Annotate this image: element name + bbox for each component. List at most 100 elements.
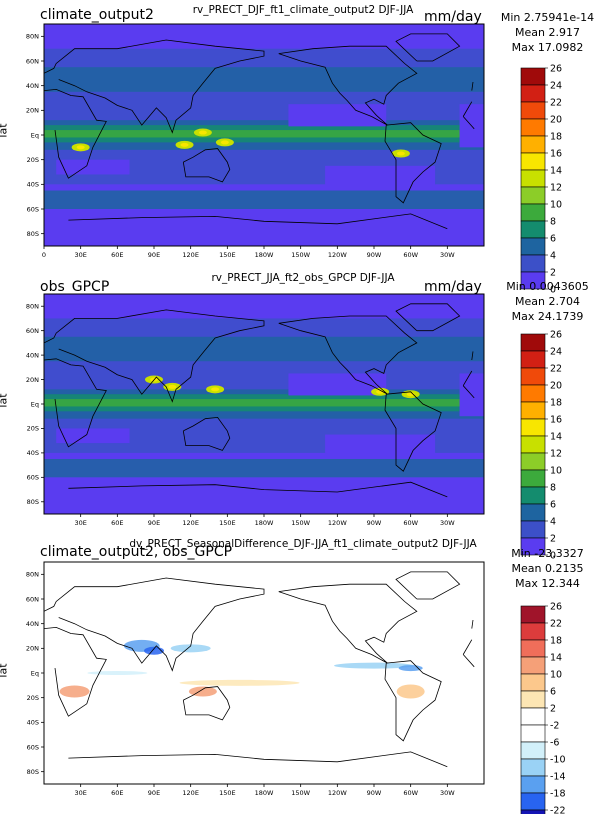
lon-tick-label: 90W <box>367 789 382 797</box>
lon-tick-label: 90W <box>367 519 382 527</box>
precip-max <box>168 384 177 389</box>
colorbar-label: 0 <box>550 551 556 562</box>
colorbar-swatch <box>520 333 546 352</box>
colorbar-label: 18 <box>550 398 562 409</box>
colorbar-swatch <box>520 622 546 641</box>
lon-tick-label: 30E <box>74 251 86 259</box>
colorbar-swatch <box>520 237 546 256</box>
coastline <box>68 213 448 230</box>
colorbar-label: 8 <box>550 483 556 494</box>
colorbar-label: -2 <box>550 721 559 732</box>
coastline <box>278 315 418 395</box>
colorbar-swatch <box>520 186 546 205</box>
colorbar-label: 6 <box>550 234 556 245</box>
colorbar-label: -18 <box>550 789 566 800</box>
lon-tick-label: 30E <box>74 519 86 527</box>
lat-tick-label: 40S <box>27 181 39 189</box>
lon-tick-label: 60E <box>111 789 123 797</box>
coastline <box>182 148 231 183</box>
colorbar-label: 10 <box>550 200 562 211</box>
difference-anomaly <box>334 662 414 669</box>
panel-obs-gpcp: obs_GPCP rv_PRECT_JJA_ft2_obs_GPCP DJF-J… <box>0 270 606 562</box>
colorbar-swatch <box>520 792 546 811</box>
precip-band <box>44 130 484 138</box>
colorbar-label: 22 <box>550 98 562 109</box>
lon-tick-label: 60E <box>111 519 123 527</box>
colorbar-label: 16 <box>550 149 562 160</box>
colorbar-label: 14 <box>550 432 562 443</box>
colorbar-label: 2 <box>550 704 556 715</box>
lat-tick-label: 80N <box>26 33 39 41</box>
coastline <box>44 577 474 672</box>
lat-tick-label: Eq <box>31 400 39 408</box>
panel-units: mm/day <box>424 9 482 25</box>
colorbar-swatch <box>520 486 546 505</box>
colorbar-label: 14 <box>550 166 562 177</box>
difference-anomaly <box>87 671 148 675</box>
colorbar-swatch <box>520 118 546 137</box>
coastline <box>395 33 461 62</box>
lon-tick-label: 90E <box>148 789 160 797</box>
lat-tick-label: 60S <box>27 743 39 751</box>
lat-tick-label: 40N <box>26 82 39 90</box>
lat-tick-label: 60S <box>27 474 39 482</box>
lon-tick-label: 0 <box>42 251 46 259</box>
stat-mean: Mean 0.2135 <box>511 562 584 575</box>
colorbar-label: 4 <box>550 517 556 528</box>
precip-max <box>220 140 229 145</box>
colorbar-swatch <box>520 758 546 777</box>
panel-climate-output2: climate_output2 rv_PRECT_DJF_ft1_climate… <box>0 0 606 296</box>
colorbar-label: 24 <box>550 347 562 358</box>
precip-band <box>44 399 484 407</box>
lon-tick-label: 150E <box>219 519 236 527</box>
colorbar-swatch <box>520 135 546 154</box>
lon-tick-label: 150E <box>219 251 236 259</box>
lat-tick-label: 60N <box>26 595 39 603</box>
coastline <box>395 571 461 600</box>
lat-tick-label: 20S <box>27 425 39 433</box>
colorbar-swatch <box>520 673 546 692</box>
panel-stats: Min -23.3327 Mean 0.2135 Max 12.344 <box>489 546 606 591</box>
lon-tick-label: 150W <box>291 251 310 259</box>
lat-tick-label: 80N <box>26 571 39 579</box>
stat-min: Min 2.75941e-14 <box>500 11 595 24</box>
colorbar-swatch <box>520 537 546 556</box>
precip-max <box>76 145 85 150</box>
colorbar-label: 0 <box>550 285 556 296</box>
colorbar-label: 14 <box>550 653 562 664</box>
colorbar-swatch <box>520 418 546 437</box>
stat-mean: Mean 2.917 <box>515 26 580 39</box>
precip-max <box>376 389 385 394</box>
colorbar-swatch <box>520 367 546 386</box>
lat-tick-label: 40S <box>27 719 39 727</box>
colorbar-swatch <box>520 435 546 454</box>
lon-tick-label: 120W <box>328 251 347 259</box>
dry-region <box>56 428 130 444</box>
colorbar-label: 2 <box>550 268 556 279</box>
coastline <box>44 309 474 403</box>
precip-band <box>44 459 484 478</box>
colorbar-swatch <box>520 401 546 420</box>
lat-tick-label: Eq <box>31 669 39 677</box>
dry-region <box>56 159 130 175</box>
lon-tick-label: 150E <box>219 789 236 797</box>
lat-tick-label: 40N <box>26 351 39 359</box>
colorbar-swatch <box>520 169 546 188</box>
lon-tick-label: 150W <box>291 789 310 797</box>
coastline <box>44 39 474 134</box>
coastline <box>384 391 442 472</box>
precip-max <box>198 130 207 135</box>
panel-left-title: climate_output2 <box>40 7 154 23</box>
lon-tick-label: 120E <box>182 789 199 797</box>
lon-tick-label: 120E <box>182 251 199 259</box>
coastline <box>68 481 448 498</box>
lon-tick-label: 180W <box>255 789 274 797</box>
lon-tick-label: 180W <box>255 519 274 527</box>
panel-stats: Min 0.0043605 Mean 2.704 Max 24.1739 <box>489 279 606 324</box>
colorbar-label: 18 <box>550 132 562 143</box>
colorbar-label: 10 <box>550 670 562 681</box>
lon-tick-label: 90E <box>148 251 160 259</box>
colorbar-swatch <box>520 503 546 522</box>
colorbar-label: 6 <box>550 500 556 511</box>
colorbar-label: -10 <box>550 755 566 766</box>
